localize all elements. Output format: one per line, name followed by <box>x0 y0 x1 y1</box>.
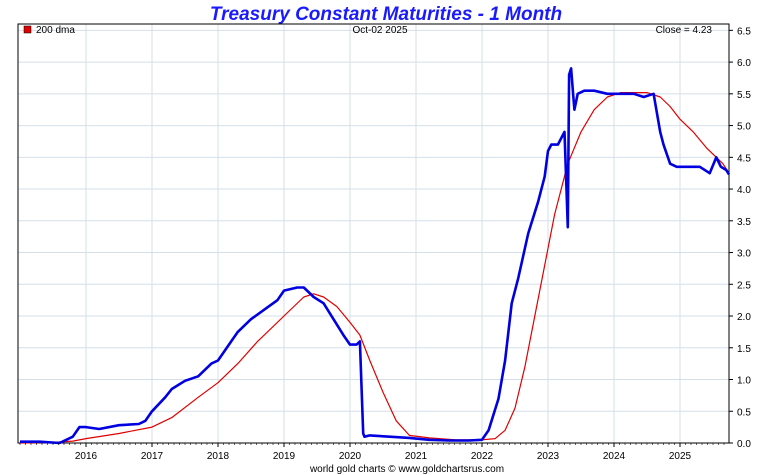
y-tick-label: 3.5 <box>737 217 751 228</box>
x-tick-label: 2024 <box>603 451 626 462</box>
x-tick-label: 2022 <box>471 451 494 462</box>
y-axis: 0.0 0.5 1.0 1.5 2.0 2.5 3.0 3.5 4.0 4.5 5.0 5.5 6.0 6… <box>729 26 751 450</box>
legend-swatch <box>23 25 32 34</box>
y-tick-label: 3.0 <box>737 249 751 260</box>
header-date: Oct-02 2025 <box>352 25 407 36</box>
chart-title: Treasury Constant Maturities - 1 Month <box>210 4 562 25</box>
x-tick-label: 2017 <box>141 451 164 462</box>
x-tick-label: 2025 <box>669 451 692 462</box>
y-tick-label: 5.0 <box>737 122 751 133</box>
x-tick-label: 2018 <box>207 451 230 462</box>
series-200-dma-line <box>19 92 730 444</box>
y-tick-label: 1.0 <box>737 376 751 387</box>
y-tick-label: 0.5 <box>737 407 751 418</box>
x-tick-label: 2023 <box>537 451 560 462</box>
x-axis: 2016 2017 2018 2019 2020 2021 2022 2023 2024 2025 <box>19 443 725 462</box>
series-1-month-line <box>20 67 731 445</box>
chart-header: 200 dma Oct-02 2025 Close = 4.23 <box>23 25 713 36</box>
y-tick-label: 6.5 <box>737 26 751 37</box>
footer-credit: world gold charts © www.goldchartsrus.co… <box>309 464 504 475</box>
series-layer <box>19 67 731 445</box>
x-tick-label: 2020 <box>339 451 362 462</box>
x-tick-label: 2016 <box>75 451 98 462</box>
y-tick-label: 2.5 <box>737 280 751 291</box>
y-tick-label: 2.0 <box>737 312 751 323</box>
y-tick-label: 6.0 <box>737 58 751 69</box>
x-tick-label: 2019 <box>273 451 296 462</box>
y-tick-label: 1.5 <box>737 344 751 355</box>
y-tick-label: 5.5 <box>737 90 751 101</box>
legend-label: 200 dma <box>36 25 75 36</box>
grid-lines <box>18 24 729 444</box>
y-tick-label: 4.5 <box>737 153 751 164</box>
y-tick-label: 0.0 <box>737 439 751 450</box>
x-tick-label: 2021 <box>405 451 428 462</box>
header-close: Close = 4.23 <box>656 25 713 36</box>
y-tick-label: 4.0 <box>737 185 751 196</box>
plot-frame <box>17 23 730 444</box>
